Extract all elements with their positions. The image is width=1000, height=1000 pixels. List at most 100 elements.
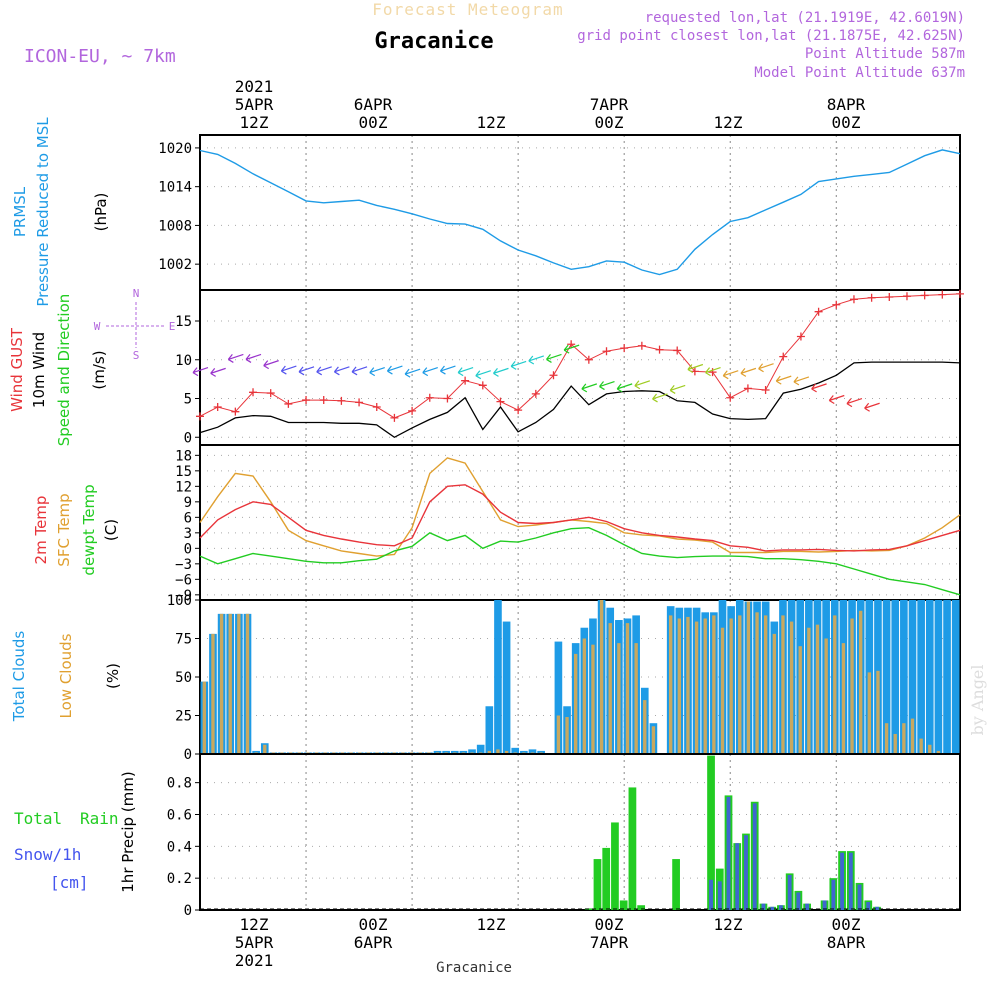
low-cloud-bar bbox=[211, 633, 215, 754]
top-day-7apr: 7APR bbox=[590, 95, 629, 114]
low-cloud-bar bbox=[867, 672, 871, 754]
low-cloud-bar bbox=[859, 610, 863, 754]
snow-bar bbox=[726, 796, 731, 910]
low-cloud-bar bbox=[245, 613, 250, 754]
snow-bar bbox=[735, 843, 740, 910]
low-cloud-bar bbox=[729, 618, 733, 754]
snow-label: Snow/1h bbox=[14, 845, 81, 864]
low-cloud-bar bbox=[556, 715, 561, 754]
wind-labels: Wind GUST 10m Wind Speed and Direction (… bbox=[8, 294, 108, 447]
gust-marker bbox=[902, 292, 911, 301]
low-cloud-bar bbox=[746, 601, 751, 754]
low-cloud-bar bbox=[625, 623, 630, 754]
pressure-panel: 1002 1008 1014 1020 bbox=[158, 134, 961, 291]
y-tick-label: 0.6 bbox=[167, 807, 192, 823]
total-cloud-bar bbox=[908, 600, 917, 754]
y-tick-label: 0 bbox=[184, 903, 192, 919]
compass-e: E bbox=[169, 320, 176, 333]
gust-marker bbox=[673, 346, 682, 355]
low-cloud-bar bbox=[219, 613, 224, 754]
total-cloud-bar bbox=[537, 750, 545, 754]
gust-marker bbox=[814, 307, 823, 316]
wind-arrow bbox=[669, 384, 686, 394]
clouds-panel: 0 25 50 75 100 bbox=[167, 593, 961, 763]
total-cloud-bar bbox=[511, 747, 520, 754]
gust-marker bbox=[620, 344, 629, 353]
low-cloud-bar bbox=[772, 633, 776, 754]
snow-bar bbox=[787, 874, 792, 910]
gust-marker bbox=[266, 389, 275, 398]
bottom-hour-1: 00Z bbox=[359, 915, 388, 934]
dewpt-temp-label: dewpt Temp bbox=[80, 484, 98, 575]
gust-marker bbox=[938, 290, 947, 299]
rain-bar bbox=[619, 900, 628, 910]
snow-bar bbox=[848, 852, 853, 910]
low-cloud-bar bbox=[755, 612, 759, 754]
snow-bar bbox=[796, 892, 801, 910]
bottom-year: 2021 bbox=[235, 951, 274, 970]
gust-marker bbox=[372, 403, 381, 412]
bottom-hour-4: 12Z bbox=[714, 915, 743, 934]
y-tick-label: 0 bbox=[184, 541, 192, 557]
total-cloud-bar bbox=[520, 750, 528, 754]
y-tick-label: 10 bbox=[175, 353, 192, 369]
wind-arrow bbox=[846, 398, 863, 408]
speed-direction-label: Speed and Direction bbox=[55, 294, 73, 447]
low-cloud-bar bbox=[798, 646, 802, 754]
y-tick-label: 3 bbox=[184, 526, 192, 542]
gust-marker bbox=[920, 291, 929, 300]
gust-marker bbox=[496, 397, 505, 406]
y-tick-label: 0.8 bbox=[167, 776, 192, 792]
wind-arrow bbox=[333, 366, 350, 376]
panel-frame bbox=[199, 753, 961, 911]
rain-bar bbox=[707, 755, 715, 910]
low-cloud-bar bbox=[634, 643, 638, 754]
top-time-axis: 2021 5APR 12Z 6APR 00Z 12Z 7APR 00Z 12Z … bbox=[235, 77, 866, 132]
wind-arrow bbox=[422, 367, 438, 377]
snow-bar bbox=[840, 852, 845, 910]
low-cloud-bar bbox=[504, 750, 509, 754]
bottom-day-7apr: 7APR bbox=[590, 933, 629, 952]
wind-arrow bbox=[210, 367, 226, 377]
wind-arrow bbox=[793, 376, 810, 386]
rain-bar bbox=[628, 787, 637, 910]
low-cloud-bar bbox=[876, 670, 880, 754]
top-hour-2: 12Z bbox=[477, 113, 506, 132]
total-cloud-bar bbox=[450, 750, 459, 754]
low-cloud-bar bbox=[487, 750, 491, 754]
wind-arrow bbox=[351, 366, 368, 376]
y-tick-label: 15 bbox=[175, 314, 192, 330]
gust-marker bbox=[231, 407, 240, 416]
total-cloud-bar bbox=[433, 750, 442, 754]
snow-unit-label: [cm] bbox=[50, 873, 89, 892]
pressure-labels: PRMSL Pressure Reduced to MSL (hPa) bbox=[11, 117, 110, 307]
gust-marker bbox=[319, 396, 328, 405]
temp-labels: 2m Temp SFC Temp dewpt Temp (C) bbox=[32, 484, 120, 575]
model-label: ICON-EU, ~ 7km bbox=[24, 46, 176, 67]
low-cloud-bar bbox=[686, 616, 690, 754]
low-cloud-bar bbox=[565, 717, 569, 754]
total-cloud-bar bbox=[468, 749, 476, 754]
low-cloud-bar bbox=[237, 613, 241, 754]
low-cloud-bar bbox=[893, 733, 897, 754]
total-cloud-bar bbox=[485, 706, 494, 754]
low-cloud-bar bbox=[677, 618, 681, 754]
y-tick-label: 12 bbox=[175, 479, 192, 495]
low-cloud-bar bbox=[936, 750, 941, 754]
rain-label: Rain bbox=[80, 809, 119, 828]
gust-marker bbox=[743, 384, 752, 393]
y-tick-label: 75 bbox=[175, 632, 192, 648]
low-cloud-bar bbox=[781, 615, 785, 754]
y-tick-label: −9 bbox=[175, 588, 192, 604]
gust-marker bbox=[761, 385, 770, 394]
wind-arrow bbox=[192, 367, 209, 377]
y-tick-label: 50 bbox=[175, 670, 192, 686]
rain-bar bbox=[593, 859, 602, 910]
y-tick-label: −3 bbox=[175, 557, 192, 573]
snow-bar bbox=[709, 879, 713, 910]
gust-line bbox=[199, 293, 961, 419]
precip-ylabel: 1hr Precip (mm) bbox=[119, 771, 137, 892]
y-tick-label: 0 bbox=[184, 430, 192, 446]
